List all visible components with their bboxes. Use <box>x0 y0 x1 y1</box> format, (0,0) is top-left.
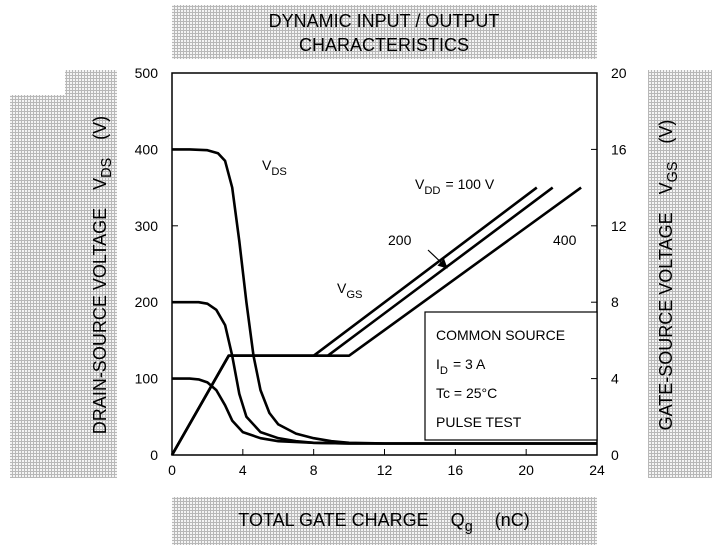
y-axis-label: DRAIN-SOURCE VOLTAGE VDS (V) <box>90 116 115 434</box>
condition-text-part: COMMON SOURCE <box>436 327 565 343</box>
condition-text: COMMON SOURCE <box>436 327 565 343</box>
annotation: VDD = 100 V <box>415 176 495 197</box>
y2-axis-label-group: GATE-SOURCE VOLTAGE VGS (V) <box>656 120 681 431</box>
ylabel-background <box>10 95 70 478</box>
y2-axis-label: GATE-SOURCE VOLTAGE VGS (V) <box>656 120 681 431</box>
annotation-part: V <box>415 176 425 192</box>
y2-axis-label-part: (V) <box>656 120 676 144</box>
condition-text-part: Tc = 25°C <box>436 385 497 401</box>
conditions-box <box>424 311 598 441</box>
annotation-part: V <box>262 157 272 173</box>
line <box>170 186 582 456</box>
annotation: 400 <box>553 232 577 248</box>
x-axis-label-part: Q <box>451 510 465 530</box>
x-axis-label-part: TOTAL GATE CHARGE <box>238 510 428 530</box>
annotation: VDS <box>262 157 287 178</box>
x-tick-label: 12 <box>377 462 393 478</box>
annotation-part: = 100 V <box>446 176 495 192</box>
y2-axis-label-part: V <box>656 182 676 194</box>
condition-text-part: PULSE TEST <box>436 414 522 430</box>
x-tick-label: 0 <box>168 462 176 478</box>
y-axis-label-part: (V) <box>90 116 110 140</box>
y-tick-label: 500 <box>135 65 159 81</box>
y2-tick-label: 16 <box>611 141 627 157</box>
x-tick-label: 24 <box>589 462 605 478</box>
x-axis-label-part: (nC) <box>495 510 530 530</box>
condition-text-part: D <box>440 365 448 377</box>
y-axis-label-part: V <box>90 178 110 190</box>
x-axis-label: TOTAL GATE CHARGE Qg (nC) <box>238 510 529 535</box>
annotation-part: GS <box>346 289 362 301</box>
ylabel-background <box>65 70 117 478</box>
y-tick-label: 400 <box>135 141 159 157</box>
annotation-part: 400 <box>553 232 577 248</box>
line <box>172 377 597 445</box>
y2-axis-label-part: GATE-SOURCE VOLTAGE <box>656 212 676 430</box>
y2label-background <box>648 70 712 478</box>
x-tick-label: 8 <box>310 462 318 478</box>
y2-tick-label: 20 <box>611 65 627 81</box>
y-tick-label: 100 <box>135 371 159 387</box>
x-tick-label: 16 <box>448 462 464 478</box>
y-axis-label-part: DRAIN-SOURCE VOLTAGE <box>90 208 110 434</box>
condition-text-part: I <box>436 356 440 372</box>
arrow <box>427 249 448 269</box>
annotation: VGS <box>337 280 363 301</box>
y-tick-label: 0 <box>150 447 158 463</box>
title-background <box>172 5 597 59</box>
y2-tick-label: 0 <box>611 447 619 463</box>
y-tick-label: 200 <box>135 294 159 310</box>
x-tick-label: 20 <box>518 462 534 478</box>
xlabel-background <box>172 497 597 545</box>
annotation-part: DS <box>271 166 287 178</box>
y2-tick-label: 4 <box>611 371 619 387</box>
annotation-part: V <box>337 280 347 296</box>
x-axis-label-part: g <box>465 519 473 535</box>
x-tick-label: 4 <box>239 462 247 478</box>
y-axis-label-group: DRAIN-SOURCE VOLTAGE VDS (V) <box>90 116 115 434</box>
y2-axis-label-part: GS <box>665 162 681 183</box>
condition-text-part: = 3 A <box>453 356 486 372</box>
annotation: 200 <box>388 232 412 248</box>
annotation-part: 200 <box>388 232 412 248</box>
condition-text: Tc = 25°C <box>436 385 497 401</box>
line <box>172 148 597 445</box>
y2-tick-label: 12 <box>611 218 627 234</box>
chart-title: DYNAMIC INPUT / OUTPUT <box>269 11 500 31</box>
y-axis-label-part: DS <box>99 158 115 178</box>
chart-title: CHARACTERISTICS <box>299 35 469 55</box>
y-tick-label: 300 <box>135 218 159 234</box>
condition-text: ID = 3 A <box>436 356 486 377</box>
annotation-part: DD <box>424 185 440 197</box>
condition-text: PULSE TEST <box>436 414 522 430</box>
y2-tick-label: 8 <box>611 294 619 310</box>
